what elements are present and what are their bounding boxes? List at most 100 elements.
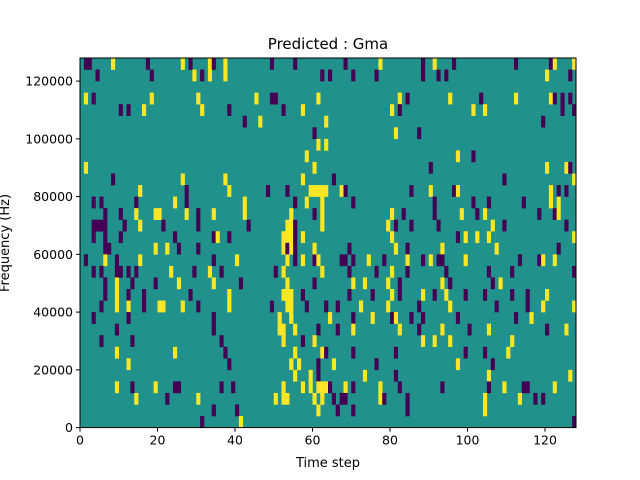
heatmap-cell	[281, 242, 286, 255]
heatmap-cell	[572, 58, 577, 70]
heatmap-cell	[494, 300, 499, 313]
heatmap-cell	[351, 381, 356, 394]
heatmap-cell	[351, 196, 356, 209]
heatmap-cell	[409, 185, 414, 197]
heatmap-cells	[83, 58, 577, 428]
heatmap-cell	[142, 104, 147, 116]
heatmap-cell	[196, 208, 201, 220]
heatmap-cell	[324, 300, 329, 313]
heatmap-cell	[339, 185, 344, 197]
heatmap-cell	[560, 92, 565, 105]
heatmap-cell	[161, 219, 166, 232]
heatmap-cell	[308, 369, 313, 382]
heatmap-cell	[486, 369, 492, 382]
heatmap-cell	[393, 219, 399, 232]
x-tick-label: 80	[382, 433, 398, 448]
heatmap-cell	[564, 219, 569, 232]
heatmap-cell	[401, 208, 406, 220]
heatmap-cell	[347, 242, 352, 255]
heatmap-cell	[238, 416, 244, 428]
heatmap-cell	[184, 185, 189, 197]
heatmap-cell	[281, 323, 286, 336]
heatmap-cell	[134, 196, 139, 209]
heatmap-cell	[231, 381, 236, 394]
heatmap-cell	[548, 92, 554, 105]
heatmap-cell	[312, 161, 317, 174]
heatmap-cell	[421, 289, 426, 301]
heatmap-cell	[99, 335, 104, 347]
heatmap-cell	[533, 392, 538, 405]
heatmap-cell	[281, 289, 286, 301]
heatmap-cell	[328, 69, 333, 82]
heatmap-cell	[483, 208, 488, 220]
heatmap-cell	[293, 254, 298, 267]
heatmap-cell	[180, 300, 185, 313]
heatmap-cell	[405, 92, 410, 105]
heatmap-cell	[320, 265, 325, 278]
heatmap-cell	[541, 115, 546, 128]
heatmap-cell	[134, 208, 139, 220]
heatmap-cell	[541, 254, 546, 267]
heatmap-cell	[483, 289, 488, 301]
heatmap-cell	[572, 300, 577, 313]
heatmap-cell	[114, 254, 120, 267]
heatmap-cell	[328, 381, 333, 394]
heatmap-cell	[87, 58, 92, 70]
heatmap-cell	[211, 277, 216, 290]
heatmap-cell	[463, 231, 468, 244]
heatmap-cell	[517, 392, 523, 405]
heatmap-cell	[393, 127, 399, 140]
heatmap-cell	[483, 404, 488, 417]
heatmap-cell	[219, 265, 224, 278]
heatmap-cell	[463, 346, 468, 359]
heatmap-cell	[517, 254, 523, 267]
heatmap-cell	[138, 219, 143, 232]
heatmap-cell	[339, 392, 344, 405]
heatmap-cell	[269, 300, 275, 313]
heatmap-cell	[285, 242, 290, 255]
heatmap-cell	[320, 196, 325, 209]
heatmap-cell	[393, 346, 399, 359]
heatmap-cell	[335, 300, 340, 313]
heatmap-cell	[196, 242, 201, 255]
heatmap-cell	[455, 312, 461, 324]
x-tick-label: 20	[150, 433, 166, 448]
heatmap-cell	[552, 254, 557, 267]
heatmap-cell	[130, 381, 135, 394]
heatmap-cell	[153, 208, 158, 220]
heatmap-cell	[548, 185, 554, 197]
heatmap-cell	[525, 300, 530, 313]
heatmap-cell	[444, 69, 449, 82]
heatmap-cell	[521, 381, 526, 394]
heatmap-cell	[331, 173, 337, 186]
heatmap-cell	[242, 115, 247, 128]
heatmap-cell	[316, 254, 321, 267]
heatmap-cell	[390, 231, 395, 244]
heatmap-cell	[95, 69, 100, 82]
heatmap-cell	[525, 381, 530, 394]
heatmap-cell	[351, 404, 356, 417]
heatmap-cell	[397, 92, 402, 105]
heatmap-cell	[293, 242, 298, 255]
heatmap-cell	[227, 289, 232, 301]
heatmap-cell	[258, 115, 263, 128]
heatmap-cell	[277, 323, 282, 336]
heatmap-cell	[126, 312, 131, 324]
heatmap-cell	[417, 127, 422, 140]
heatmap-cell	[397, 277, 402, 290]
heatmap-cell	[362, 369, 368, 382]
heatmap-cell	[378, 58, 383, 70]
heatmap-cell	[455, 150, 461, 163]
heatmap-cell	[471, 196, 476, 209]
heatmap-cell	[300, 289, 306, 301]
heatmap-cell	[180, 58, 185, 70]
heatmap-cell	[99, 219, 104, 232]
heatmap-cell	[405, 242, 410, 255]
heatmap-cell	[362, 277, 368, 290]
heatmap-cell	[165, 392, 170, 405]
heatmap-cell	[293, 58, 298, 70]
heatmap-cell	[568, 161, 573, 174]
heatmap-cell	[300, 231, 306, 244]
heatmap-cell	[421, 254, 426, 267]
heatmap-cell	[568, 92, 573, 105]
